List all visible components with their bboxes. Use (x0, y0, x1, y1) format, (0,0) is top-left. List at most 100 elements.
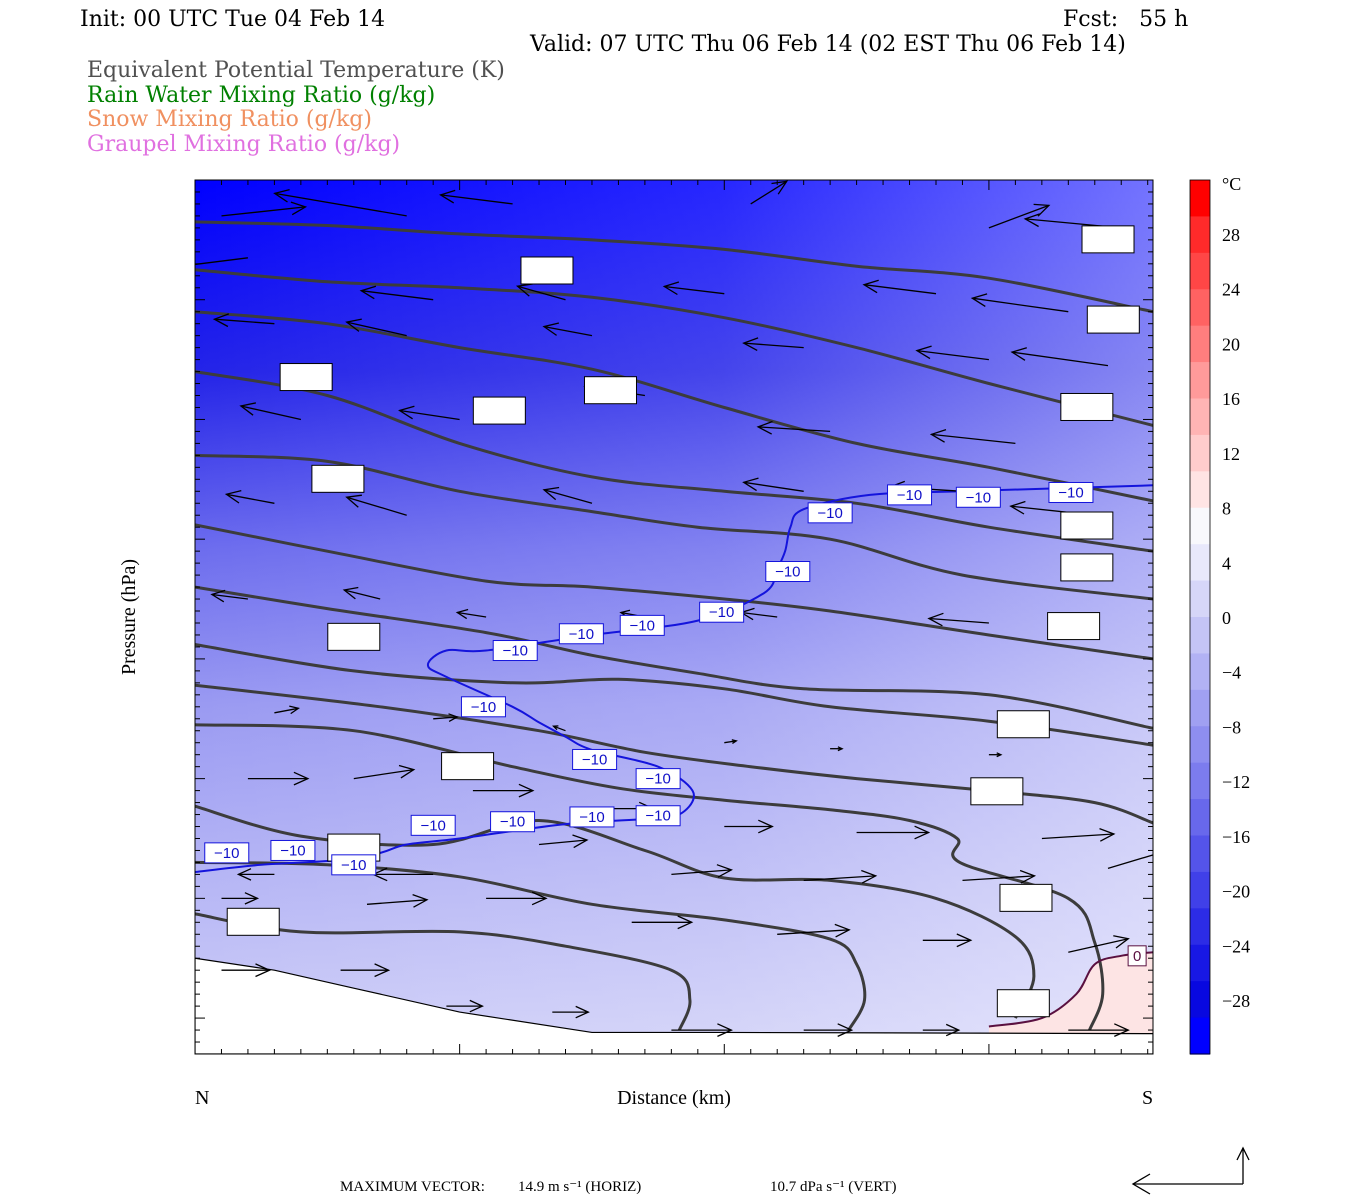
theta-e-contour-296 (195, 643, 1153, 747)
theta-e-label-box (472, 396, 526, 425)
colorbar-swatch (1190, 726, 1210, 764)
wind-vector (970, 293, 1069, 313)
y-axis-label: Pressure (hPa) (118, 559, 140, 675)
wind-vector-shaft (1068, 938, 1129, 953)
colorbar-swatch (1190, 908, 1210, 946)
valid-time: Valid: 07 UTC Thu 06 Feb 14 (02 EST Thu … (529, 32, 1126, 57)
colorbar-label: 28 (1222, 225, 1240, 245)
isotherm-label-text: −10 (579, 809, 604, 826)
isotherm-label: −10 (204, 842, 250, 864)
isotherm-label-text: −10 (341, 857, 366, 874)
colorbar-swatch (1190, 835, 1210, 873)
isotherm-label: −10 (807, 502, 853, 524)
wind-vector (552, 1005, 590, 1019)
isotherm-label: −10 (699, 601, 745, 623)
wind-vector-head (1033, 203, 1051, 217)
wind-vector (486, 891, 548, 906)
wind-vector-shaft (928, 617, 989, 624)
theta-e-label-box (1060, 553, 1114, 582)
wind-vector-head (837, 1023, 854, 1037)
wind-vector-head (837, 746, 844, 752)
wind-vector (433, 713, 459, 722)
isotherm-label-text: −10 (420, 817, 445, 834)
colorbar: 28 24 20 16 12 8 4 0 −4 −8 −12 −16 −20 −24 −28 (1189, 179, 1250, 1055)
isotherm-label-box (460, 696, 506, 718)
colorbar-swatch (1190, 325, 1210, 363)
theta-e-label (999, 883, 1053, 912)
wind-vector (927, 612, 989, 627)
wind-vector-head (929, 428, 947, 443)
isotherm-label-text: −10 (582, 751, 607, 768)
isotherm-label-text: −10 (280, 842, 305, 859)
isotherm-label-text: −10 (966, 489, 991, 506)
wind-vector-head (293, 771, 310, 786)
wind-vector (239, 402, 302, 421)
wind-vector-shaft (399, 409, 460, 421)
wind-vector-head (552, 725, 559, 731)
wind-vector-head (359, 285, 377, 300)
theta-e-label-box (520, 256, 574, 285)
wind-vector-shaft (664, 285, 725, 295)
isotherm-label-text: −10 (645, 808, 670, 825)
theta-e-label-box (999, 883, 1053, 912)
isotherm-label: −10 (569, 806, 615, 828)
colorbar-label: −20 (1222, 882, 1250, 902)
isotherm-label: −10 (460, 696, 506, 718)
theta-e-label-box (1060, 511, 1114, 540)
colorbar-swatch (1190, 434, 1210, 472)
theta-e-label (226, 907, 280, 936)
isotherm-label: −10 (270, 839, 316, 861)
colorbar-swatch (1190, 799, 1210, 837)
wind-vector-shaft (724, 740, 737, 744)
wind-vector-shaft (916, 349, 989, 361)
isotherm-label-box (204, 842, 250, 864)
colorbar-swatch (1190, 252, 1210, 290)
wind-vector-head (531, 891, 548, 906)
isotherm-label-text: −10 (502, 643, 527, 660)
colorbar-label: 16 (1222, 389, 1240, 409)
x-axis-label: Distance (km) (617, 1087, 731, 1109)
colorbar-swatch (1190, 1017, 1210, 1055)
wind-vector (1068, 1023, 1130, 1037)
wind-vector-head (914, 825, 931, 840)
wind-vector-head (255, 963, 272, 978)
theta-e-label-box (226, 907, 280, 936)
wind-vector (472, 783, 535, 798)
wind-vector-head (1009, 500, 1026, 515)
colorbar-label: −8 (1222, 717, 1241, 737)
wind-vector-head (1099, 827, 1116, 842)
wind-vector-shaft (226, 493, 275, 504)
colorbar-swatch (1190, 289, 1210, 327)
wind-vector-head (374, 963, 391, 978)
isotherm-label-box (807, 502, 853, 524)
theta-e-label (583, 376, 637, 405)
isotherm-label-box (699, 601, 745, 623)
colorbar-swatch (1190, 689, 1210, 727)
theta-e-contour-288 (195, 723, 1105, 1031)
wind-vector (988, 752, 1003, 758)
wind-vector-head (398, 764, 416, 779)
colorbar-swatch (1190, 398, 1210, 436)
colorbar-label: 12 (1222, 444, 1240, 464)
wind-vector (212, 313, 275, 328)
wind-vector-head (273, 188, 290, 203)
max-vector-horiz: 14.9 m s⁻¹ (HORIZ) (518, 1179, 641, 1195)
terrain-surface (195, 957, 1153, 1054)
wind-vector-shaft (221, 206, 306, 217)
wind-vector-head (236, 868, 252, 881)
field-label-graupel: Graupel Mixing Ratio (g/kg) (87, 132, 400, 157)
wind-vector-head (742, 477, 759, 492)
wind-vector-shaft (1041, 833, 1114, 840)
wind-vector-shaft (361, 290, 434, 301)
theta-e-contour-308 (195, 453, 1153, 601)
warm-region-fill (988, 952, 1153, 1034)
theta-e-contour-320 (195, 268, 1153, 427)
isotherms (195, 484, 1153, 1028)
theta-e-label-box (279, 363, 333, 392)
plot-area: −10 −10 −10 −10 −10 −10 −10 −10 −10 −10 −10 −10 −10 −… (194, 179, 1154, 1055)
colorbar-swatch (1190, 762, 1210, 800)
wind-vector (724, 739, 738, 744)
isotherm-label-box (887, 484, 933, 506)
isotherm-label-box (765, 561, 811, 583)
theta-e-label-box (996, 989, 1050, 1018)
